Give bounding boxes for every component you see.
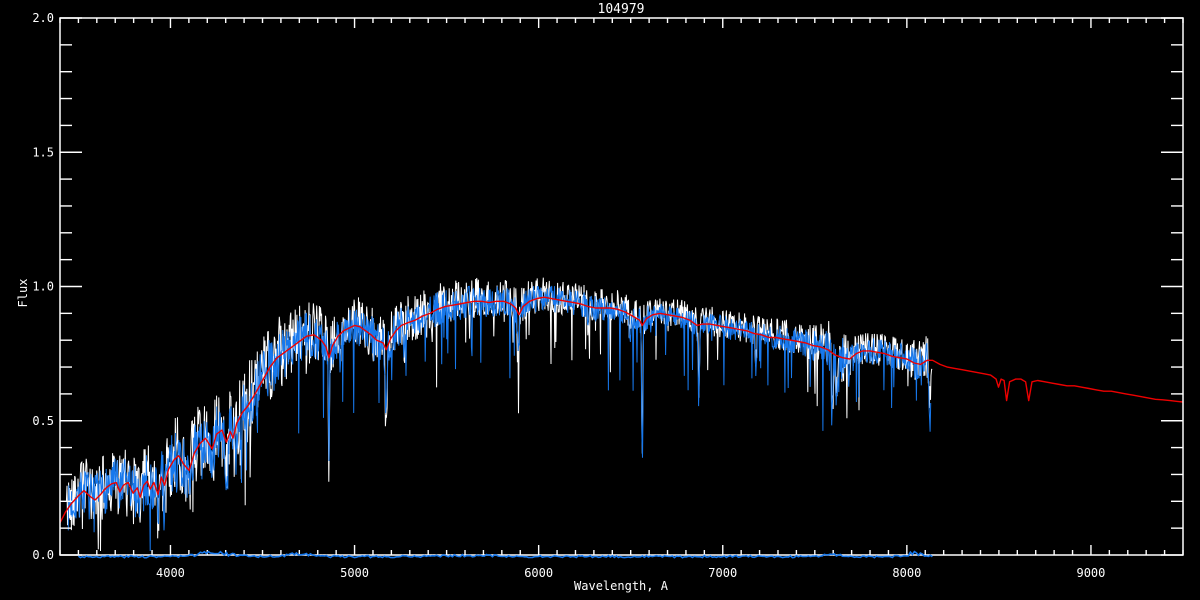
error-spectrum-layer xyxy=(77,550,933,559)
spectra-layer xyxy=(59,277,1184,552)
y-tick-label: 2.0 xyxy=(32,11,54,25)
y-tick-label: 1.0 xyxy=(32,280,54,294)
y-axis-label: Flux xyxy=(16,279,30,308)
y-tick-label: 0.0 xyxy=(32,548,54,562)
y-tick-label: 1.5 xyxy=(32,145,54,159)
x-tick-label: 4000 xyxy=(156,566,185,580)
y-tick-label: 0.5 xyxy=(32,414,54,428)
chart-title: 104979 xyxy=(598,2,645,17)
x-axis-label: Wavelength, A xyxy=(574,579,669,593)
x-tick-label: 6000 xyxy=(524,566,553,580)
observed-blue-spectrum-line xyxy=(67,285,932,552)
tick-labels: 4000 5000 6000 7000 8000 9000 0.0 0.5 1.0 1.5 2.0 xyxy=(32,11,1105,580)
observed-white-spectrum-line xyxy=(65,277,933,552)
x-tick-label: 7000 xyxy=(708,566,737,580)
error-spectrum-line xyxy=(77,550,933,559)
x-tick-label: 8000 xyxy=(892,566,921,580)
x-tick-label: 5000 xyxy=(340,566,369,580)
model-red-line xyxy=(59,296,1184,524)
x-tick-label: 9000 xyxy=(1076,566,1105,580)
axes-layer xyxy=(59,17,1184,556)
